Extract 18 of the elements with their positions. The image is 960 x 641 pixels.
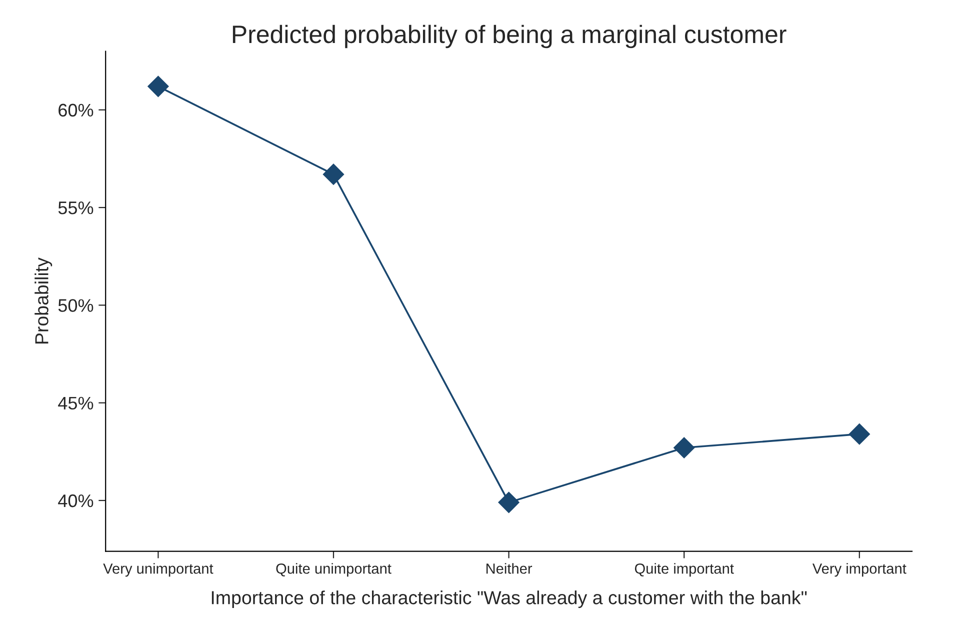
point (148, 76, 169, 97)
x-tick-label: Neither (486, 563, 532, 574)
y-tick-label: 45% (58, 396, 94, 410)
y-tick-label: 55% (58, 202, 94, 214)
y-tick-label: 40% (58, 494, 94, 508)
point (674, 437, 695, 458)
x-tick-label: Quite unimportant (276, 563, 392, 577)
x-tick-label: Very unimportant (103, 563, 214, 577)
point (322, 164, 344, 185)
y-tick-label: 60% (58, 104, 94, 117)
y-tick-label: 50% (58, 299, 94, 312)
x-axis-title: Importance of the characteristic "Was already a customer with the bank" (212, 590, 807, 608)
point (848, 424, 870, 445)
x-tick-label: Quite important (634, 563, 734, 577)
point (498, 492, 520, 513)
x-tick-label: Very important (812, 563, 906, 577)
chart-title: Predicted probability of being a marginal customer (232, 24, 786, 48)
y-axis-title: Probability (34, 258, 52, 344)
